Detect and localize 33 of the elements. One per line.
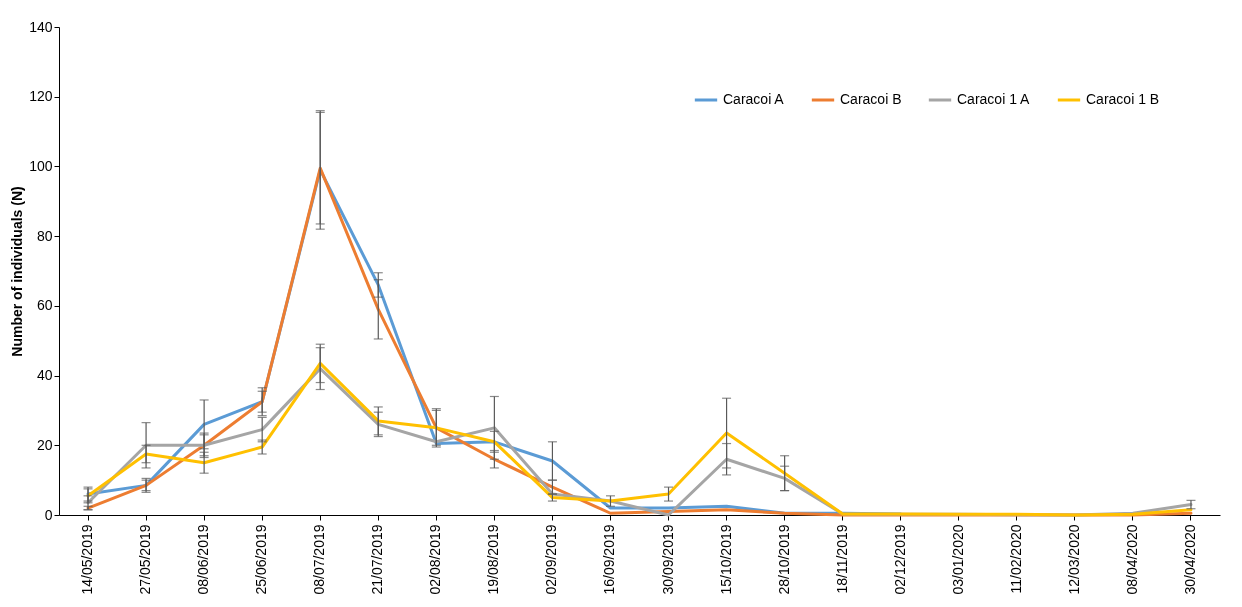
- x-tick-label: 08/07/2019: [311, 524, 328, 595]
- legend-label: Caracoi 1 A: [957, 91, 1031, 107]
- legend-label: Caracoi A: [723, 91, 785, 107]
- x-tick-label: 25/06/2019: [253, 524, 270, 595]
- y-tick-label: 0: [44, 506, 53, 523]
- x-tick-label: 02/09/2019: [543, 524, 560, 595]
- y-tick-label: 60: [36, 297, 53, 314]
- x-tick-label: 02/08/2019: [427, 524, 444, 595]
- x-tick-label: 02/12/2019: [891, 524, 908, 595]
- legend-label: Caracoi 1 B: [1086, 91, 1160, 107]
- x-tick-label: 08/06/2019: [195, 524, 212, 595]
- y-tick-label: 140: [29, 18, 53, 35]
- y-tick-label: 120: [29, 88, 53, 105]
- x-tick-label: 15/10/2019: [717, 524, 734, 595]
- y-tick-label: 100: [29, 157, 53, 174]
- y-tick-label: 80: [36, 227, 53, 244]
- y-tick-label: 20: [36, 436, 53, 453]
- x-tick-label: 18/11/2019: [833, 524, 850, 594]
- x-tick-label: 16/09/2019: [601, 524, 618, 595]
- x-tick-label: 21/07/2019: [369, 524, 386, 595]
- x-tick-label: 11/02/2020: [1007, 524, 1024, 594]
- x-tick-label: 08/04/2020: [1123, 524, 1140, 595]
- x-tick-label: 28/10/2019: [775, 524, 792, 595]
- x-tick-label: 19/08/2019: [485, 524, 502, 595]
- y-axis-title: Number of individuals (N): [9, 186, 26, 357]
- x-tick-label: 12/03/2020: [1065, 524, 1082, 595]
- x-tick-label: 30/09/2019: [659, 524, 676, 595]
- x-tick-label: 14/05/2019: [79, 524, 96, 595]
- y-tick-label: 40: [36, 367, 53, 384]
- x-tick-label: 27/05/2019: [137, 524, 154, 595]
- legend-label: Caracoi B: [840, 91, 902, 107]
- x-tick-label: 03/01/2020: [949, 524, 966, 595]
- x-tick-label: 30/04/2020: [1181, 524, 1198, 595]
